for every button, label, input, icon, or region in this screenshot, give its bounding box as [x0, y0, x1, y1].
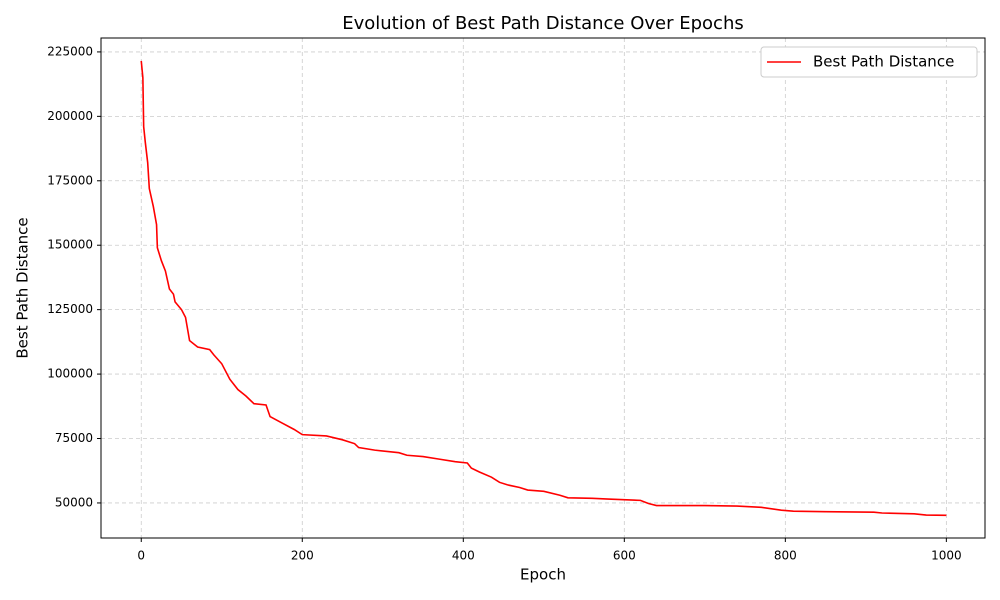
- x-axis-label: Epoch: [520, 566, 566, 584]
- x-tick-label: 1000: [931, 549, 962, 563]
- y-tick-label: 175000: [47, 173, 93, 187]
- legend-label: Best Path Distance: [813, 53, 954, 71]
- legend-box: [760, 46, 978, 78]
- plot-frame: [100, 37, 986, 539]
- x-tick-label: 400: [452, 549, 475, 563]
- chart-title: Evolution of Best Path Distance Over Epo…: [342, 13, 744, 34]
- y-tick-label: 200000: [47, 109, 93, 123]
- y-tick-label: 225000: [47, 44, 93, 58]
- y-tick-label: 150000: [47, 238, 93, 252]
- x-tick-label: 200: [291, 549, 314, 563]
- data-line: [140, 60, 947, 517]
- y-tick-label: 125000: [47, 302, 93, 316]
- y-tick-label: 75000: [55, 431, 93, 445]
- y-tick-label: 50000: [55, 495, 93, 509]
- x-tick-label: 600: [613, 549, 636, 563]
- y-axis-label: Best Path Distance: [14, 217, 32, 358]
- y-tick-label: 100000: [47, 367, 93, 381]
- x-tick-label: 0: [137, 549, 145, 563]
- x-tick-label: 800: [774, 549, 797, 563]
